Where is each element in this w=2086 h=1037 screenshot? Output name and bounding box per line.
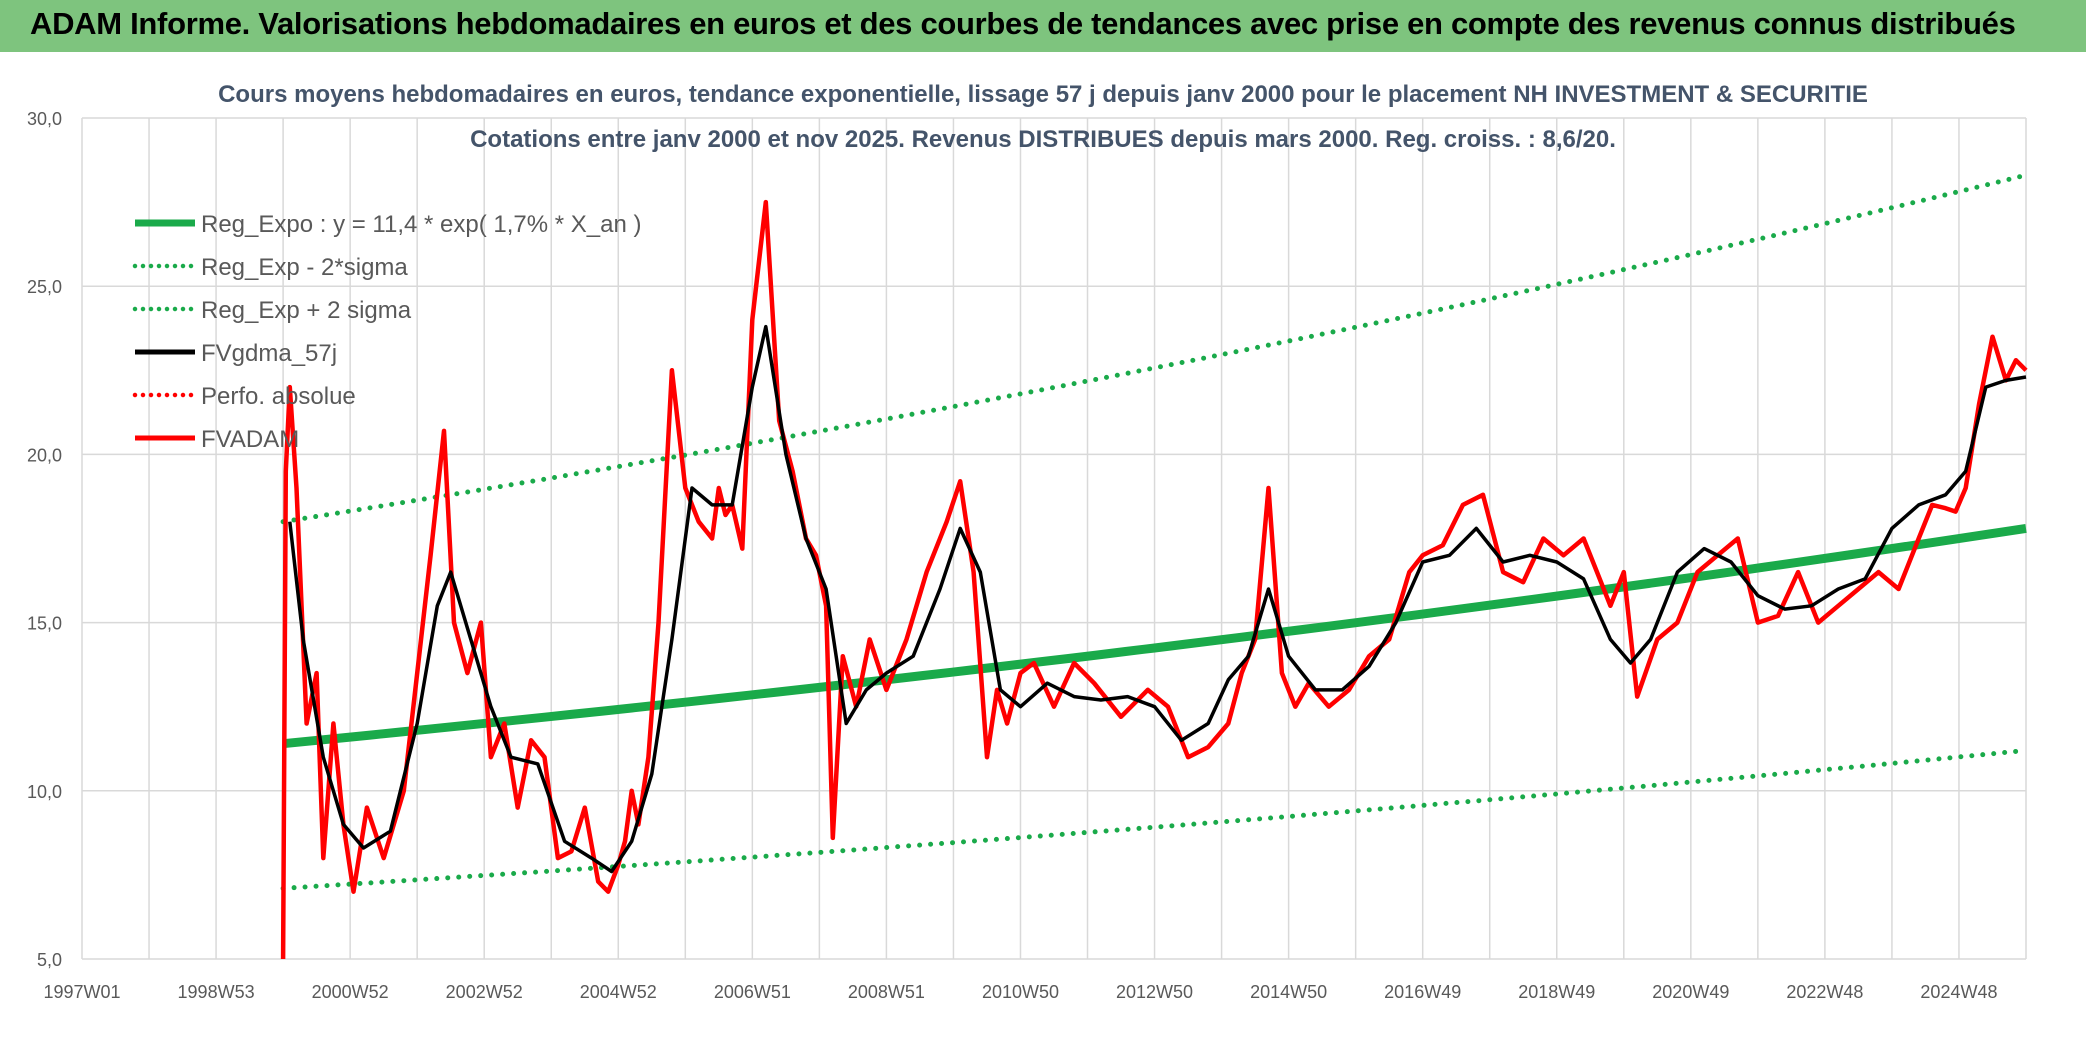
price-chart: 5,0 10,0 15,0 20,0 25,0 30,0 1997W01 1998W53 200… xyxy=(0,52,2086,1037)
x-tick-label: 2010W50 xyxy=(982,982,1059,1002)
y-tick-label: 15,0 xyxy=(27,614,62,634)
regression-line xyxy=(282,523,2027,749)
x-tick-label: 2012W50 xyxy=(1116,982,1193,1002)
y-tick-label: 20,0 xyxy=(27,445,62,465)
x-tick-label: 2014W50 xyxy=(1250,982,1327,1002)
gridlines xyxy=(81,117,2027,960)
x-tick-label: 2002W52 xyxy=(446,982,523,1002)
y-tick-label: 25,0 xyxy=(27,277,62,297)
x-tick-label: 2016W49 xyxy=(1384,982,1461,1002)
legend-label: Reg_Exp - 2*sigma xyxy=(201,254,408,281)
y-tick-label: 30,0 xyxy=(27,109,62,129)
axis-labels: 5,0 10,0 15,0 20,0 25,0 30,0 1997W01 1998W53 200… xyxy=(27,109,1998,1002)
series-layer xyxy=(280,172,2029,960)
y-tick-label: 5,0 xyxy=(37,950,62,970)
chart-background xyxy=(0,52,2086,1037)
y-tick-label: 10,0 xyxy=(27,782,62,802)
title-banner: ADAM Informe. Valorisations hebdomadaire… xyxy=(0,0,2086,52)
fvadam-line xyxy=(280,199,2028,960)
x-tick-label: 1998W53 xyxy=(178,982,255,1002)
x-tick-label: 2022W48 xyxy=(1786,982,1863,1002)
fvgdma-line xyxy=(288,324,2027,874)
chart-title: Cours moyens hebdomadaires en euros, ten… xyxy=(218,81,1868,108)
x-tick-label: 2004W52 xyxy=(580,982,657,1002)
legend-label: FVADAM xyxy=(201,426,299,453)
x-tick-label: 2018W49 xyxy=(1518,982,1595,1002)
report-title: ADAM Informe. Valorisations hebdomadaire… xyxy=(30,6,2016,41)
chart-subtitle: Cotations entre janv 2000 et nov 2025. R… xyxy=(470,126,1616,153)
legend-label: Reg_Exp + 2 sigma xyxy=(201,297,412,324)
legend: Reg_Expo : y = 11,4 * exp( 1,7% * X_an )… xyxy=(132,211,641,453)
x-tick-label: 2008W51 xyxy=(848,982,925,1002)
x-tick-label: 1997W01 xyxy=(43,982,120,1002)
x-tick-label: 2006W51 xyxy=(714,982,791,1002)
x-tick-label: 2000W52 xyxy=(312,982,389,1002)
x-tick-label: 2020W49 xyxy=(1652,982,1729,1002)
legend-label: Reg_Expo : y = 11,4 * exp( 1,7% * X_an ) xyxy=(201,211,641,238)
legend-label: FVgdma_57j xyxy=(201,340,337,367)
legend-label: Perfo. absolue xyxy=(201,383,356,410)
x-tick-label: 2024W48 xyxy=(1920,982,1997,1002)
